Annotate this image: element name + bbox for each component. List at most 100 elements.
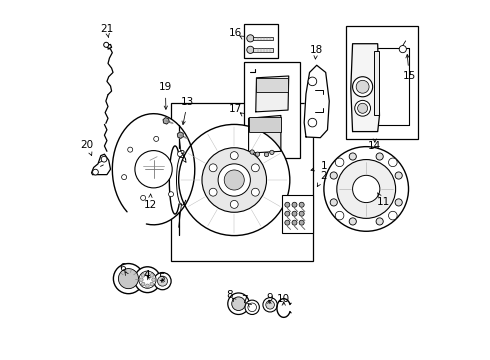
Circle shape xyxy=(119,269,139,289)
Text: 20: 20 xyxy=(81,140,94,150)
Polygon shape xyxy=(92,154,111,175)
Circle shape xyxy=(230,152,238,159)
Circle shape xyxy=(154,136,159,141)
Text: 4: 4 xyxy=(143,270,149,280)
Polygon shape xyxy=(256,76,289,112)
Circle shape xyxy=(353,77,373,97)
Circle shape xyxy=(355,100,370,116)
Circle shape xyxy=(141,274,145,277)
Bar xyxy=(253,48,273,51)
Bar xyxy=(346,26,418,139)
Circle shape xyxy=(308,118,317,127)
Circle shape xyxy=(389,211,397,220)
Circle shape xyxy=(324,147,409,231)
Bar xyxy=(244,62,299,158)
Circle shape xyxy=(349,153,356,160)
Text: 3: 3 xyxy=(178,150,184,160)
Circle shape xyxy=(270,150,274,154)
Circle shape xyxy=(251,188,259,196)
Text: 11: 11 xyxy=(376,197,390,207)
Circle shape xyxy=(255,152,260,156)
Circle shape xyxy=(101,156,107,162)
Circle shape xyxy=(247,35,254,42)
Polygon shape xyxy=(163,118,169,124)
Circle shape xyxy=(395,172,402,179)
Circle shape xyxy=(349,218,356,225)
Text: 15: 15 xyxy=(403,71,416,81)
Text: 7: 7 xyxy=(241,295,247,305)
Bar xyxy=(244,24,278,58)
Circle shape xyxy=(285,220,290,225)
Text: 9: 9 xyxy=(266,293,273,303)
Circle shape xyxy=(152,278,155,282)
Circle shape xyxy=(285,202,290,207)
Circle shape xyxy=(150,282,153,286)
Circle shape xyxy=(177,152,182,157)
Circle shape xyxy=(335,211,344,220)
Circle shape xyxy=(135,150,172,188)
Circle shape xyxy=(251,164,259,172)
Text: 2: 2 xyxy=(320,171,326,181)
Circle shape xyxy=(356,80,369,93)
Circle shape xyxy=(154,273,171,290)
Circle shape xyxy=(335,158,344,167)
Polygon shape xyxy=(112,114,195,225)
Bar xyxy=(374,51,379,116)
Text: 16: 16 xyxy=(228,28,242,38)
Circle shape xyxy=(128,147,133,152)
Circle shape xyxy=(247,46,254,53)
Text: 8: 8 xyxy=(227,291,233,301)
Bar xyxy=(253,37,273,40)
Circle shape xyxy=(265,152,269,157)
Text: 13: 13 xyxy=(181,97,194,107)
Circle shape xyxy=(292,211,297,216)
Circle shape xyxy=(93,169,98,175)
Circle shape xyxy=(389,158,397,167)
Circle shape xyxy=(245,300,259,315)
Bar xyxy=(282,195,313,233)
Circle shape xyxy=(140,278,143,282)
Text: 1: 1 xyxy=(320,161,327,171)
Circle shape xyxy=(209,164,217,172)
Text: 6: 6 xyxy=(119,263,125,273)
Circle shape xyxy=(146,272,149,275)
Circle shape xyxy=(330,172,337,179)
Text: 17: 17 xyxy=(228,104,242,114)
Circle shape xyxy=(157,276,168,286)
Circle shape xyxy=(376,218,383,225)
Circle shape xyxy=(308,77,317,86)
Circle shape xyxy=(299,202,304,207)
Text: 14: 14 xyxy=(368,141,381,151)
Circle shape xyxy=(113,264,144,294)
Circle shape xyxy=(230,201,238,208)
Polygon shape xyxy=(248,116,281,153)
Circle shape xyxy=(228,293,249,315)
Bar xyxy=(249,117,280,132)
Circle shape xyxy=(141,195,146,201)
Circle shape xyxy=(250,150,254,154)
Circle shape xyxy=(135,267,160,293)
Polygon shape xyxy=(304,65,329,138)
Circle shape xyxy=(263,298,277,312)
Bar xyxy=(172,103,313,261)
Circle shape xyxy=(139,271,156,288)
Circle shape xyxy=(232,297,245,311)
Text: 21: 21 xyxy=(100,24,114,35)
Circle shape xyxy=(330,199,337,206)
Circle shape xyxy=(395,199,402,206)
Circle shape xyxy=(292,220,297,225)
Circle shape xyxy=(169,192,173,197)
Circle shape xyxy=(146,284,149,288)
Circle shape xyxy=(179,125,290,235)
Text: 12: 12 xyxy=(144,200,157,210)
Circle shape xyxy=(376,153,383,160)
Circle shape xyxy=(141,282,145,286)
Circle shape xyxy=(292,202,297,207)
Circle shape xyxy=(399,45,406,53)
Circle shape xyxy=(218,164,250,196)
Circle shape xyxy=(358,103,368,113)
Circle shape xyxy=(224,170,245,190)
Bar xyxy=(256,78,288,92)
Text: 19: 19 xyxy=(159,82,172,93)
Circle shape xyxy=(202,148,267,212)
